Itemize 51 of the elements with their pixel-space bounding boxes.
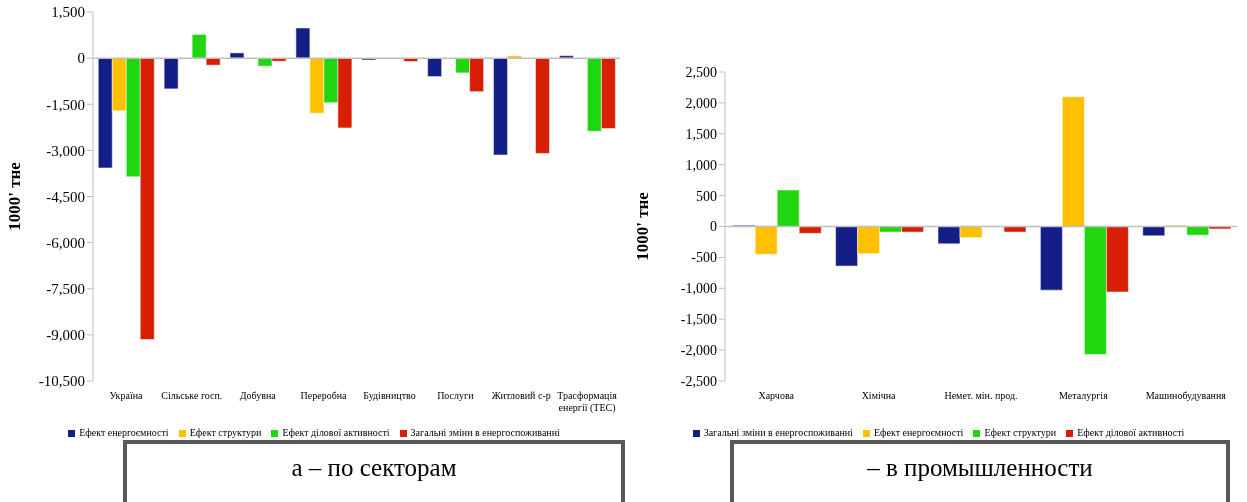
- y-tick-label: -10,500: [38, 373, 85, 390]
- y-tick-label: 2,000: [685, 95, 717, 111]
- x-tick-label: Машинобудування: [1145, 390, 1227, 401]
- x-tick-label: Україна: [109, 390, 144, 401]
- bar: [191, 33, 207, 59]
- x-tick-label: Переробна: [300, 390, 348, 401]
- bar: [427, 57, 443, 78]
- y-tick-label: 500: [696, 188, 717, 204]
- legend-label: Загальні зміни в енергоспоживанні: [410, 427, 560, 438]
- y-tick-label: -2,500: [680, 373, 717, 389]
- y-tick-label: 1,500: [51, 4, 85, 21]
- bar: [163, 57, 179, 90]
- y-tick-label: -7,500: [46, 281, 85, 298]
- x-tick-label: Будівництво: [363, 390, 416, 401]
- x-tick-label: Трасформація енергії (TEC): [557, 390, 618, 414]
- y-tick-label: -3,000: [46, 142, 85, 159]
- y-axis-title: 1000' тне: [5, 161, 25, 231]
- y-tick-label: -1,500: [680, 312, 717, 328]
- x-tick-label: Металургія: [1059, 390, 1109, 401]
- legend-label: Ефект енергоємності: [873, 427, 964, 438]
- x-tick-label: Сільське госп.: [161, 390, 223, 401]
- x-tick-label: Немет. мін. прод.: [944, 390, 1018, 401]
- y-tick-label: 1,500: [685, 126, 717, 142]
- legend-label: Ефект структури: [984, 427, 1057, 438]
- y-tick-label: 1,000: [685, 157, 717, 173]
- y-tick-label: 0: [77, 50, 85, 67]
- x-tick-label: Послуги: [437, 390, 475, 401]
- x-tick-label: Добувна: [239, 390, 277, 401]
- bar: [295, 27, 311, 59]
- y-tick-label: -9,000: [46, 327, 85, 344]
- legend-label: Ефект ділової активності: [1077, 427, 1185, 438]
- bar: [535, 57, 551, 154]
- legend-label: Ефект структури: [189, 427, 262, 438]
- legend-label: Ефект енергоємності: [79, 427, 169, 438]
- y-tick-label: 2,500: [685, 64, 717, 80]
- bar: [493, 57, 509, 156]
- y-axis-title: 1000' тне: [633, 191, 653, 261]
- x-tick-label: Харчова: [758, 390, 795, 401]
- legend-label: Ефект ділової активності: [282, 427, 390, 438]
- text: – в промышленности: [730, 440, 1230, 502]
- legend-label: Загальні зміни в енергоспоживанні: [703, 427, 853, 438]
- x-tick-label: Житловий с-р: [491, 390, 551, 401]
- x-tick-label: Хімічна: [861, 390, 897, 401]
- y-tick-label: 0: [710, 219, 717, 235]
- y-tick-label: -1,000: [680, 281, 717, 297]
- y-tick-label: -500: [691, 250, 717, 266]
- y-tick-label: -2,000: [680, 343, 717, 359]
- y-tick-label: -4,500: [46, 188, 85, 205]
- y-tick-label: -6,000: [46, 234, 85, 251]
- text: а – по секторам: [123, 440, 625, 502]
- y-tick-label: -1,500: [46, 96, 85, 113]
